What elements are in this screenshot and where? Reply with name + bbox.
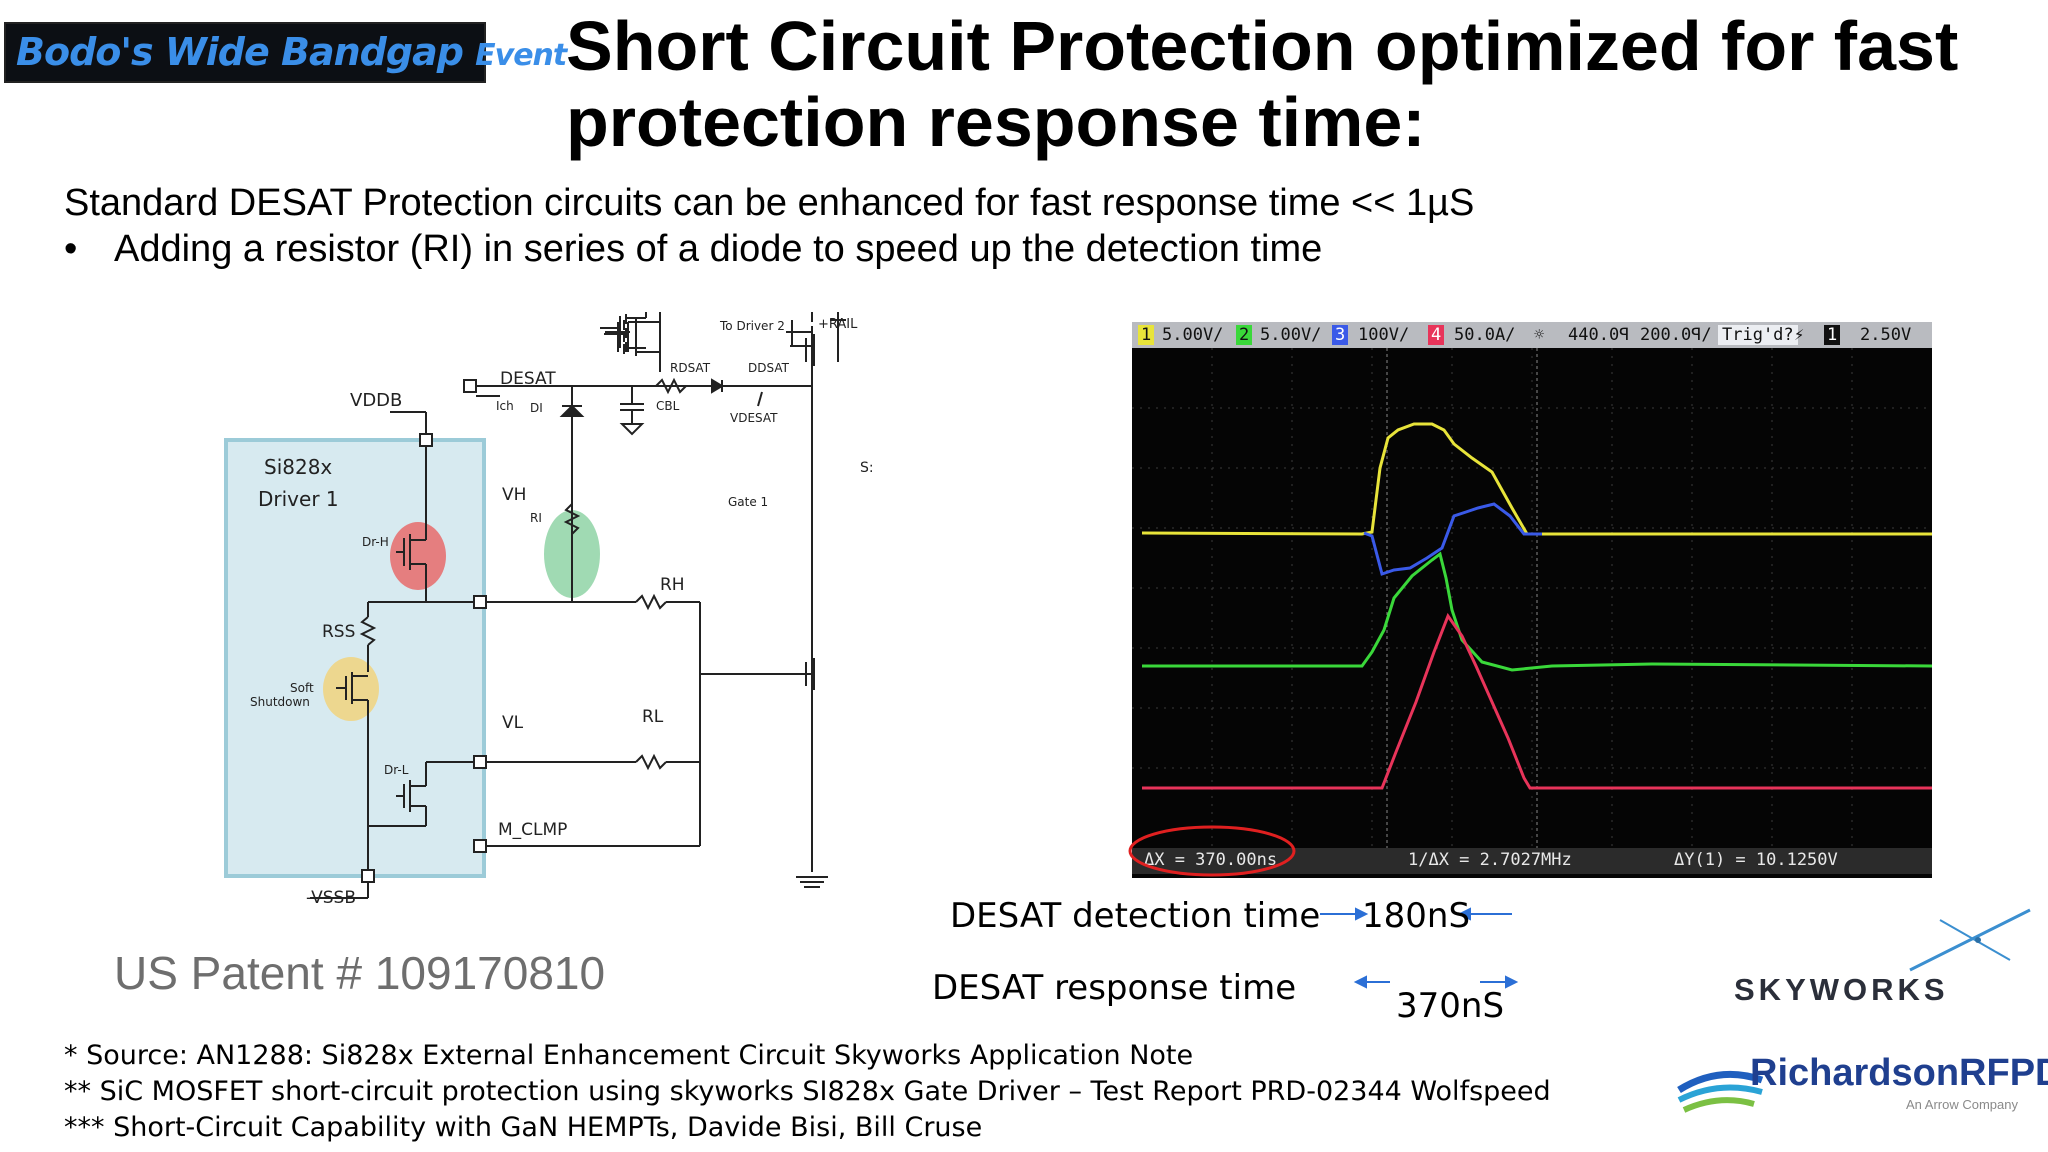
- ch2-scale: 5.00V/: [1260, 325, 1322, 345]
- skyworks-logo-mark: [1909, 908, 2031, 972]
- rail-label: +RAIL: [818, 317, 858, 332]
- vdesat-label: VDESAT: [730, 411, 778, 425]
- ch3-marker: 3: [1332, 325, 1349, 345]
- detection-time-label: DESAT detection time: [950, 896, 1321, 936]
- event-logo: Bodo's Wide Bandgap Event: [4, 22, 567, 83]
- cbl-label: CBL: [656, 399, 680, 413]
- ch2-marker: 2: [1236, 325, 1253, 345]
- scope-traces: [1132, 348, 1932, 848]
- s2-label: S:: [860, 460, 874, 476]
- di-label: DI: [530, 401, 543, 415]
- richardson-logo: RichardsonRFPD: [1750, 1052, 2048, 1094]
- brightness-icon: ☼: [1534, 325, 1545, 345]
- trigger-edge-icon: ⚡: [1794, 325, 1805, 345]
- dr-l-label: Dr-L: [384, 763, 409, 777]
- trigger-status: Trig'd?: [1718, 325, 1798, 345]
- s1-label: S:: [860, 312, 874, 316]
- scope-measurement-bar: ΔX = 370.00ns 1/ΔX = 2.7027MHz ΔY(1) = 1…: [1132, 848, 1932, 874]
- detection-time-value: 180nS: [1362, 896, 1471, 936]
- vssb-label: -VSSB: [306, 888, 356, 908]
- shutdown-label: Shutdown: [250, 695, 310, 709]
- time-position: 440.0ꟼ: [1568, 325, 1630, 345]
- low-side-mosfet: [790, 658, 815, 690]
- high-side-mosfet: [790, 334, 815, 366]
- scope-status-bar: 1 5.00V/ 2 5.00V/ 3 100V/ 4 50.0A/ ☼ 440…: [1132, 322, 1932, 348]
- patent-number: US Patent # 109170810: [114, 947, 606, 999]
- response-time-label: DESAT response time: [932, 968, 1297, 1008]
- logo-main-text: Bodo's Wide Bandgap: [16, 30, 464, 74]
- delta-x-highlight: [1128, 825, 1296, 877]
- ch4-trace: [1142, 612, 1932, 790]
- bullet-point: • Adding a resistor (RI) in series of a d…: [64, 228, 1322, 271]
- ch1-marker: 1: [1138, 325, 1155, 345]
- time-division: 200.0ꟼ/: [1640, 325, 1712, 345]
- oscilloscope-screen: [1132, 322, 1932, 878]
- event-logo-text: Bodo's Wide Bandgap Event: [16, 30, 567, 74]
- delta-x-readout: ΔX = 370.00ns: [1144, 850, 1278, 870]
- vh-label: VH: [502, 485, 526, 505]
- desat-label: DESAT: [500, 369, 556, 389]
- trigger-channel: 1: [1824, 325, 1841, 345]
- ch2-trace: [1142, 551, 1932, 672]
- vddb-label: VDDB: [350, 390, 402, 411]
- trigger-level: 2.50V: [1860, 325, 1912, 345]
- ch3-trace: [1363, 502, 1542, 576]
- bullet-marker: •: [64, 228, 78, 270]
- desat-schematic: +RAIL VDDB Si828x Driver 1 Dr-H RSS Soft…: [224, 312, 874, 908]
- ch4-marker: 4: [1428, 325, 1445, 345]
- slide-title: Short Circuit Protection optimized for f…: [566, 7, 1959, 161]
- vl-label: VL: [502, 713, 524, 733]
- ch3-scale: 100V/: [1358, 325, 1410, 345]
- driver-name-label: Si828x: [264, 455, 332, 479]
- skyworks-logo: SKYWORKS: [1734, 972, 1949, 1007]
- rl-label: RL: [642, 707, 664, 727]
- response-time-value: 370nS: [1396, 986, 1505, 1026]
- rss-label: RSS: [322, 622, 355, 642]
- driver-number-label: Driver 1: [258, 487, 339, 511]
- inverse-delta-x-readout: 1/ΔX = 2.7027MHz: [1408, 850, 1572, 870]
- gate1-label: Gate 1: [728, 495, 768, 509]
- ch1-scale: 5.00V/: [1162, 325, 1224, 345]
- bullet-text: Adding a resistor (RI) in series of a di…: [114, 228, 1323, 270]
- dr-h-label: Dr-H: [362, 535, 389, 549]
- slide-subtitle: Standard DESAT Protection circuits can b…: [64, 182, 1475, 224]
- footnote-2: ** SiC MOSFET short-circuit protection u…: [64, 1076, 1551, 1107]
- logo-event-text: Event: [475, 38, 567, 73]
- arrow-company-tagline: An Arrow Company: [1906, 1097, 2018, 1112]
- ch4-scale: 50.0A/: [1454, 325, 1516, 345]
- timing-arrows: [1320, 907, 1519, 989]
- ich-label: Ich: [496, 399, 514, 413]
- soft-label: Soft: [290, 681, 314, 695]
- ddsat-label: DDSAT: [748, 361, 790, 375]
- rdsat-label: RDSAT: [670, 361, 711, 375]
- richardson-logo-mark: [1677, 1070, 1764, 1113]
- footnote-1: * Source: AN1288: Si828x External Enhanc…: [64, 1040, 1194, 1071]
- m-clmp-label: M_CLMP: [498, 820, 567, 840]
- delta-y-readout: ΔY(1) = 10.1250V: [1674, 850, 1838, 870]
- dr-h-highlight: [390, 522, 446, 590]
- to-driver2-label: To Driver 2: [719, 319, 785, 333]
- rh-label: RH: [660, 575, 685, 595]
- footnote-3: *** Short-Circuit Capability with GaN HE…: [64, 1112, 983, 1143]
- ri-label: RI: [530, 511, 542, 525]
